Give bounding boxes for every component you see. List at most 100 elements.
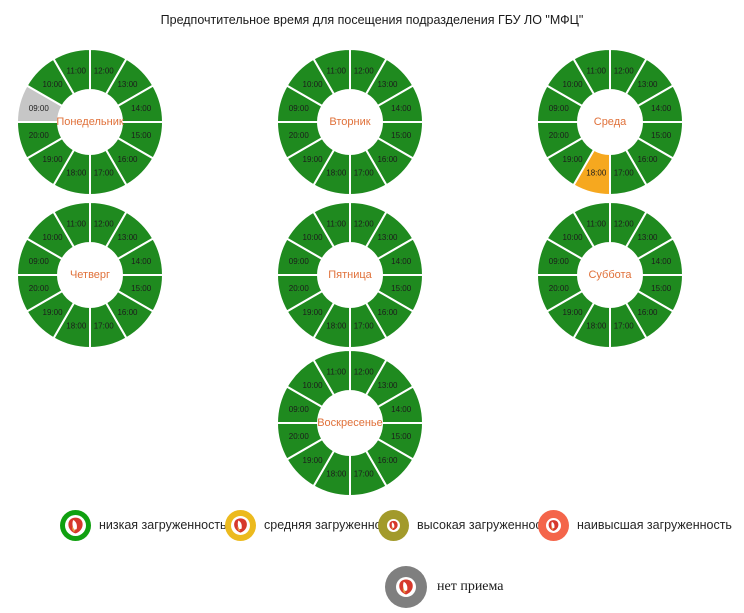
legend-item-high: высокая загруженность bbox=[378, 509, 554, 541]
segment-hour-label: 14:00 bbox=[651, 104, 672, 113]
badge-inner-circle bbox=[231, 515, 250, 535]
segment-hour-label: 17:00 bbox=[94, 169, 115, 178]
segment-hour-label: 18:00 bbox=[326, 169, 347, 178]
segment-hour-label: 18:00 bbox=[66, 322, 87, 331]
segment-hour-label: 19:00 bbox=[303, 456, 324, 465]
mfc-logo-icon bbox=[68, 517, 83, 533]
segment-hour-label: 20:00 bbox=[549, 284, 570, 293]
page-title: Предпочтительное время для посещения под… bbox=[160, 13, 584, 27]
segment-hour-label: 17:00 bbox=[614, 322, 635, 331]
segment-hour-label: 19:00 bbox=[303, 155, 324, 164]
segment-hour-label: 10:00 bbox=[303, 233, 324, 242]
segment-hour-label: 14:00 bbox=[391, 104, 412, 113]
segment-hour-label: 14:00 bbox=[651, 257, 672, 266]
segment-hour-label: 15:00 bbox=[651, 131, 672, 140]
badge-inner-circle bbox=[546, 517, 561, 533]
segment-hour-label: 15:00 bbox=[391, 432, 412, 441]
mfc-logo-icon bbox=[389, 520, 398, 530]
segment-hour-label: 13:00 bbox=[117, 80, 138, 89]
segment-hour-label: 18:00 bbox=[586, 322, 607, 331]
segment-hour-label: 09:00 bbox=[289, 104, 310, 113]
segment-hour-label: 12:00 bbox=[614, 66, 635, 75]
segment-hour-label: 09:00 bbox=[549, 257, 570, 266]
legend-item-medium: средняя загруженность bbox=[225, 509, 400, 541]
mfc-logo-icon bbox=[399, 579, 413, 595]
legend-item-low: низкая загруженность bbox=[60, 509, 227, 541]
segment-hour-label: 18:00 bbox=[586, 169, 607, 178]
segment-hour-label: 18:00 bbox=[66, 169, 87, 178]
segment-hour-label: 09:00 bbox=[289, 257, 310, 266]
segment-hour-label: 17:00 bbox=[94, 322, 115, 331]
segment-hour-label: 10:00 bbox=[43, 233, 64, 242]
segment-hour-label: 10:00 bbox=[563, 80, 584, 89]
segment-hour-label: 16:00 bbox=[377, 308, 398, 317]
segment-hour-label: 11:00 bbox=[587, 219, 607, 228]
segment-hour-label: 19:00 bbox=[43, 155, 64, 164]
segment-hour-label: 13:00 bbox=[377, 233, 398, 242]
segment-hour-label: 18:00 bbox=[326, 470, 347, 479]
segment-hour-label: 16:00 bbox=[377, 155, 398, 164]
segment-hour-label: 19:00 bbox=[43, 308, 64, 317]
legend-item-no-service: нет приема bbox=[385, 566, 504, 608]
segment-hour-label: 14:00 bbox=[391, 257, 412, 266]
segment-hour-label: 10:00 bbox=[563, 233, 584, 242]
legend-label-highest: наивысшая загруженность bbox=[577, 518, 732, 532]
segment-hour-label: 13:00 bbox=[377, 381, 398, 390]
segment-hour-label: 12:00 bbox=[354, 219, 375, 228]
segment-hour-label: 20:00 bbox=[289, 432, 310, 441]
day-label: Среда bbox=[594, 116, 627, 128]
segment-hour-label: 18:00 bbox=[326, 322, 347, 331]
legend-label-medium: средняя загруженность bbox=[264, 518, 401, 532]
segment-hour-label: 12:00 bbox=[94, 219, 115, 228]
segment-hour-label: 16:00 bbox=[637, 308, 658, 317]
segment-hour-label: 13:00 bbox=[377, 80, 398, 89]
day-label: Воскресенье bbox=[317, 417, 383, 429]
segment-hour-label: 16:00 bbox=[637, 155, 658, 164]
segment-hour-label: 11:00 bbox=[327, 66, 347, 75]
segment-hour-label: 09:00 bbox=[549, 104, 570, 113]
day-label: Пятница bbox=[328, 269, 372, 281]
segment-hour-label: 15:00 bbox=[131, 131, 152, 140]
segment-hour-label: 16:00 bbox=[377, 456, 398, 465]
badge-inner-circle bbox=[396, 577, 416, 597]
segment-hour-label: 11:00 bbox=[327, 219, 347, 228]
day-label: Суббота bbox=[588, 269, 632, 281]
segment-hour-label: 09:00 bbox=[29, 257, 50, 266]
segment-hour-label: 09:00 bbox=[29, 104, 50, 113]
segment-hour-label: 15:00 bbox=[651, 284, 672, 293]
day-label: Четверг bbox=[70, 269, 110, 281]
donut-segment-20:00 bbox=[275, 274, 324, 313]
donut-segment-20:00 bbox=[275, 422, 324, 461]
donut-segment-20:00 bbox=[15, 274, 64, 313]
badge-inner-circle bbox=[387, 518, 400, 532]
mfc-logo-icon bbox=[234, 517, 247, 533]
high-load-badge-icon bbox=[378, 509, 409, 541]
segment-hour-label: 13:00 bbox=[637, 80, 658, 89]
segment-hour-label: 13:00 bbox=[117, 233, 138, 242]
segment-hour-label: 15:00 bbox=[131, 284, 152, 293]
mfc-logo-icon bbox=[548, 519, 559, 531]
segment-hour-label: 10:00 bbox=[43, 80, 64, 89]
segment-hour-label: 16:00 bbox=[117, 308, 138, 317]
segment-hour-label: 12:00 bbox=[354, 367, 375, 376]
segment-hour-label: 20:00 bbox=[29, 284, 50, 293]
legend-item-highest: наивысшая загруженность bbox=[538, 509, 732, 541]
segment-hour-label: 17:00 bbox=[614, 169, 635, 178]
donut-segment-20:00 bbox=[535, 274, 584, 313]
segment-hour-label: 20:00 bbox=[289, 284, 310, 293]
segment-hour-label: 15:00 bbox=[391, 131, 412, 140]
segment-hour-label: 11:00 bbox=[67, 219, 87, 228]
segment-hour-label: 16:00 bbox=[117, 155, 138, 164]
segment-hour-label: 11:00 bbox=[67, 66, 87, 75]
segment-hour-label: 11:00 bbox=[587, 66, 607, 75]
legend-label-no-service: нет приема bbox=[437, 579, 504, 594]
badge-inner-circle bbox=[65, 514, 86, 536]
segment-hour-label: 19:00 bbox=[303, 308, 324, 317]
legend-label-low: низкая загруженность bbox=[99, 518, 227, 532]
